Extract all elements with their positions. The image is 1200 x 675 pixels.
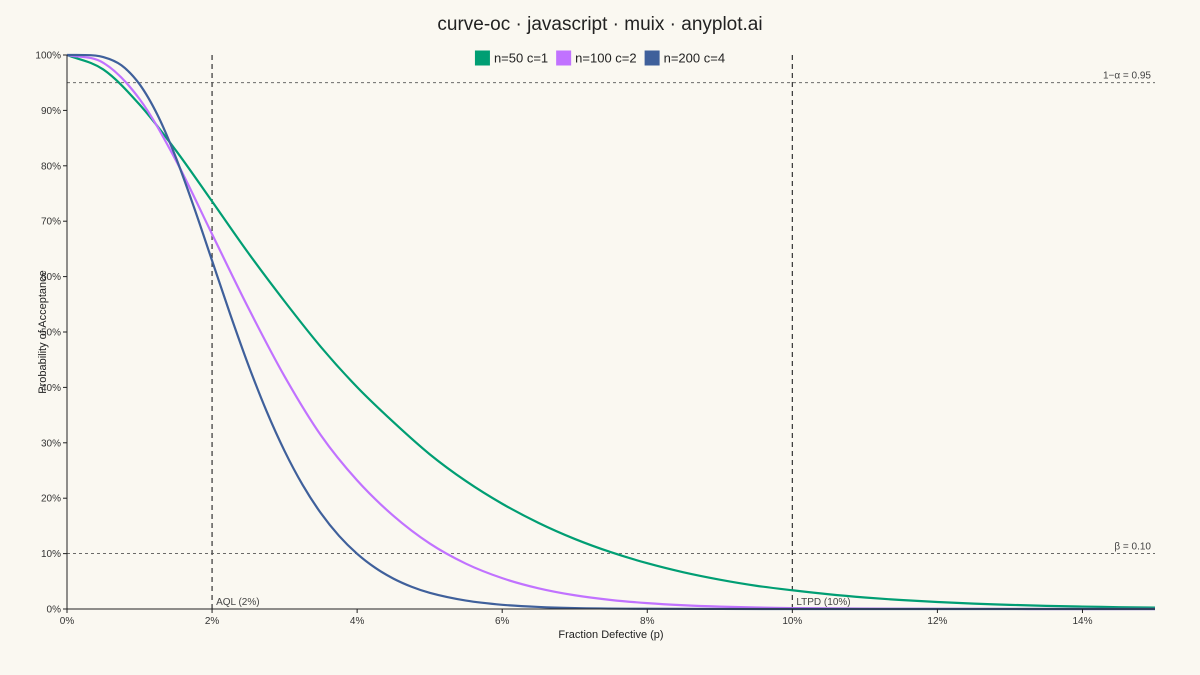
legend: n=50 c=1 n=100 c=2 n=200 c=4 <box>474 50 725 66</box>
chart-title: curve-oc · javascript · muix · anyplot.a… <box>437 14 762 35</box>
y-tick-label: 10% <box>41 549 61 560</box>
y-tick-label: 60% <box>41 272 61 283</box>
ref-label-0-10: β = 0.10 <box>1114 542 1151 553</box>
x-tick-label: 10% <box>782 616 802 627</box>
y-tick-label: 70% <box>41 217 61 228</box>
y-tick-label: 100% <box>35 51 61 62</box>
x-tick-label: 14% <box>1072 616 1092 627</box>
y-axis-ticks: 0% 10% 20% 30% 40% 50% 60% 70% 80% 90% 100% <box>35 51 67 616</box>
x-tick-label: 8% <box>640 616 655 627</box>
y-tick-label: 90% <box>41 106 61 117</box>
ref-label-1-0-95: 1−α = 0.95 <box>1103 71 1151 82</box>
y-tick-label: 0% <box>47 605 62 616</box>
y-axis-label: Probability of Acceptance <box>37 270 49 394</box>
x-tick-label: 2% <box>205 616 220 627</box>
legend-swatch-n-100-c-2 <box>556 50 572 66</box>
series-line-n-100-c-2 <box>66 53 1155 611</box>
y-tick-label: 50% <box>41 328 61 339</box>
x-tick-label: 4% <box>350 616 365 627</box>
ref-label-ltpd-10: LTPD (10%) <box>796 597 850 608</box>
y-tick-label: 40% <box>41 383 61 394</box>
x-tick-label: 6% <box>495 616 510 627</box>
ref-label-aql-2: AQL (2%) <box>216 597 260 608</box>
y-tick-label: 20% <box>41 494 61 505</box>
legend-label-n-200-c-4: n=200 c=4 <box>664 51 725 66</box>
legend-label-n-100-c-2: n=100 c=2 <box>575 51 636 66</box>
x-tick-label: 0% <box>60 616 75 627</box>
legend-swatch-n-200-c-4 <box>644 50 660 66</box>
series-line-n-50-c-1 <box>66 53 1156 609</box>
legend-label-n-50-c-1: n=50 c=1 <box>494 51 548 66</box>
series-line-n-200-c-4 <box>66 53 1155 611</box>
legend-swatch-n-50-c-1 <box>474 50 490 66</box>
reference-lines: AQL (2%) LTPD (10%) 1−α = 0.95 β = 0.10 <box>67 55 1155 609</box>
x-axis-label: Fraction Defective (p) <box>558 629 663 641</box>
x-axis-ticks: 0% 2% 4% 6% 8% 10% 12% 14% <box>60 609 1093 627</box>
x-tick-label: 12% <box>927 616 947 627</box>
series-lines <box>66 53 1156 611</box>
y-tick-label: 80% <box>41 161 61 172</box>
axes: 0% 2% 4% 6% 8% 10% 12% 14% 0% 10% 20% 30% 40% 50% 60%… <box>35 51 1155 627</box>
y-tick-label: 30% <box>41 438 61 449</box>
